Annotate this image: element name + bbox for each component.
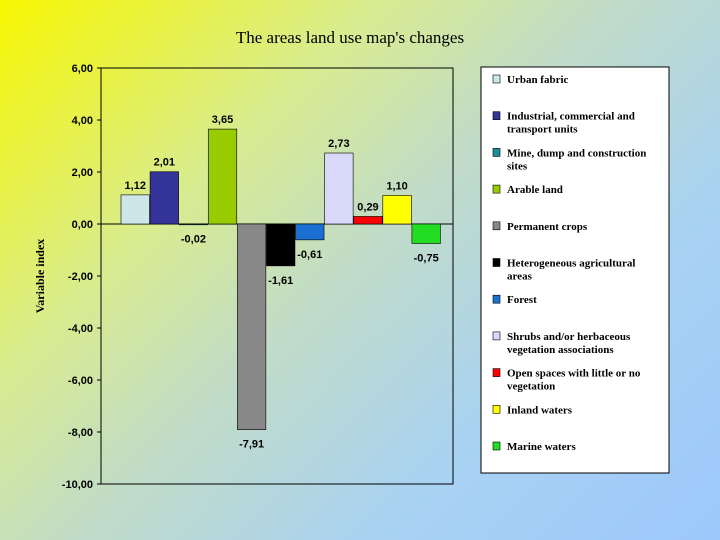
chart-title: The areas land use map's changes: [236, 28, 464, 47]
legend-label: Arable land: [507, 184, 563, 196]
data-label: 1,12: [125, 180, 146, 192]
y-axis: 6,00 4,00 2,00 0,00 -2,00 -4,00 -6,00 -8,00 -10,…: [62, 63, 101, 491]
data-label: 2,73: [328, 138, 349, 150]
y-tick-label: 6,00: [72, 63, 93, 75]
y-tick-label: 2,00: [72, 167, 93, 179]
bars: [120, 128, 441, 430]
bar: [120, 194, 150, 225]
bar: [178, 223, 208, 226]
legend-swatch: [492, 404, 501, 414]
y-tick-label: -6,00: [68, 375, 93, 387]
data-label: -0,75: [414, 253, 439, 265]
legend-label: Mine, dump and construction sites: [507, 147, 646, 172]
bar: [207, 128, 238, 225]
legend-swatch: [492, 258, 501, 267]
legend-swatch: [492, 331, 501, 341]
legend-swatch: [492, 221, 501, 231]
y-axis-label: Variable index: [33, 239, 47, 314]
data-label: 3,65: [212, 114, 233, 126]
bar: [149, 171, 179, 225]
legend-swatch: [492, 441, 501, 451]
legend-swatch: [492, 368, 501, 377]
data-label: -0,02: [181, 234, 206, 246]
data-label: -1,61: [268, 275, 293, 287]
legend-label: Heterogeneous agricultural areas: [507, 258, 635, 283]
bar: [237, 223, 267, 430]
legend-label: Open spaces with little or no vegetation: [507, 368, 641, 393]
bar: [411, 223, 441, 244]
legend-swatch: [492, 74, 501, 84]
data-label: 0,29: [357, 201, 378, 213]
legend-label: Permanent crops: [507, 221, 588, 233]
data-label: -0,61: [297, 249, 322, 261]
bar: [295, 223, 325, 241]
bar: [353, 216, 383, 225]
y-tick-label: -4,00: [68, 323, 93, 335]
legend-label: Urban fabric: [507, 74, 569, 86]
data-labels: 1,12 2,01 -0,02 3,65 -7,91 -1,61 -0,61 2,73 0,29…: [125, 114, 439, 451]
data-label: 2,01: [154, 157, 175, 169]
legend: [480, 66, 670, 474]
bar: [382, 195, 412, 225]
bar: [266, 223, 296, 267]
legend-label: Marine waters: [507, 441, 576, 453]
legend-items: Urban fabric Industrial, commercial and tr…: [492, 74, 646, 453]
legend-label: Forest: [507, 294, 537, 306]
y-tick-label: -8,00: [68, 427, 93, 439]
data-label: -7,91: [239, 439, 264, 451]
y-tick-label: 4,00: [72, 115, 93, 127]
legend-swatch: [492, 111, 501, 120]
y-tick-label: -2,00: [68, 271, 93, 283]
legend-swatch: [492, 184, 501, 194]
legend-swatch: [492, 148, 501, 157]
legend-label: Industrial, commercial and transport unit…: [507, 111, 635, 136]
legend-label: Shrubs and/or herbaceous vegetation assoc…: [507, 331, 631, 356]
y-tick-label: 0,00: [72, 219, 93, 231]
legend-swatch: [492, 294, 501, 304]
bar: [324, 152, 354, 225]
y-tick-label: -10,00: [62, 479, 93, 491]
data-label: 1,10: [386, 180, 407, 192]
legend-label: Inland waters: [507, 404, 573, 416]
